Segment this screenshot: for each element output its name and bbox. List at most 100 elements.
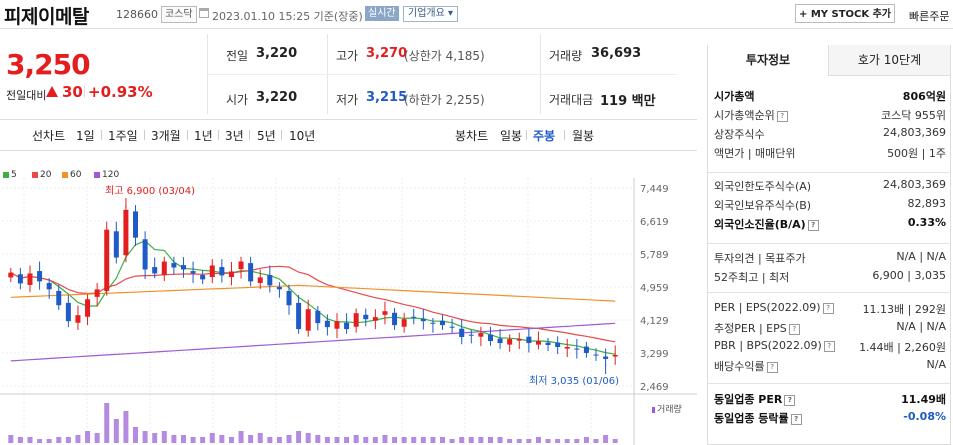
divider <box>207 74 677 75</box>
volume-bar <box>507 439 513 443</box>
legend-ma60: 60 <box>62 170 81 180</box>
tab-3y[interactable]: 3년 <box>225 129 244 143</box>
candle-body <box>593 354 599 356</box>
volume-bar <box>180 435 186 443</box>
prev-close-value: 3,220 <box>256 46 298 61</box>
volume-bar <box>401 437 407 443</box>
help-icon[interactable]: ? <box>790 413 802 425</box>
volume-bar <box>123 411 129 443</box>
tab-10y[interactable]: 10년 <box>289 129 316 143</box>
tab-weekly[interactable]: 주봉 <box>533 129 556 143</box>
volume-bar <box>104 403 110 443</box>
divider <box>84 85 85 98</box>
volume-bar <box>190 437 196 443</box>
invest-row: 동일업종 PER? 11.49배 <box>714 391 946 408</box>
tab-orderbook[interactable]: 호가 10단계 <box>829 45 950 76</box>
invest-row-label: 배당수익률? <box>714 358 778 374</box>
quick-order-link[interactable]: 빠른주문 <box>909 10 950 23</box>
invest-row-label: 시가총액순위? <box>714 107 788 123</box>
volume-bar <box>440 437 446 443</box>
candle-body <box>545 342 551 346</box>
divider <box>708 243 950 244</box>
volume-bar <box>75 435 81 443</box>
divider <box>144 130 145 140</box>
invest-row: 액면가 | 매매단위 500원 | 1주 <box>714 145 946 162</box>
company-info-label: 기업개요 <box>408 8 445 19</box>
tab-monthly[interactable]: 월봉 <box>572 129 595 143</box>
legend-swatch <box>652 406 655 413</box>
volume-bar <box>238 431 244 443</box>
candle-body <box>37 271 43 282</box>
lower-limit: (하한가 2,255) <box>404 93 485 107</box>
invest-row-value: 11.13배 | 292원 <box>862 303 946 316</box>
legend-ma5: 5 <box>3 170 17 180</box>
help-icon[interactable]: ? <box>807 219 819 231</box>
candle-body <box>315 310 321 324</box>
help-icon[interactable]: ? <box>766 361 778 373</box>
volume-bar <box>133 427 139 443</box>
divider <box>708 172 950 173</box>
candle-body <box>507 339 513 345</box>
help-icon[interactable]: ? <box>823 340 835 352</box>
volume-bar <box>478 437 484 443</box>
tab-1w[interactable]: 1주일 <box>108 129 138 143</box>
tab-1d[interactable]: 1일 <box>76 129 95 143</box>
volume-bar <box>56 437 62 443</box>
help-icon[interactable]: ? <box>784 394 796 406</box>
candle-body <box>411 316 417 318</box>
candle-body <box>286 290 292 306</box>
volume-bar <box>382 435 388 443</box>
mystock-add-button[interactable]: + MY STOCK 추가 <box>795 4 895 23</box>
candle-body <box>459 328 465 338</box>
candle-body <box>430 322 436 324</box>
invest-row-value: 11.49배 <box>901 393 946 406</box>
divider <box>187 130 188 140</box>
stock-name: 피제이메탈 <box>4 6 89 28</box>
candle-body <box>123 209 129 256</box>
price-chart[interactable]: 7,449 6,619 5,789 4,959 4,129 3,299 2,469 최고 6… <box>0 178 697 445</box>
candle-body <box>238 261 244 270</box>
quote-datetime: 2023.01.10 15:25 기준(장중) <box>212 10 363 23</box>
y-tick-label: 5,789 <box>640 250 669 261</box>
tab-5y[interactable]: 5년 <box>257 129 276 143</box>
live-badge[interactable]: 실시간 <box>365 6 399 21</box>
ma5-line <box>10 240 616 355</box>
volume-bar <box>248 435 254 443</box>
volume-bar <box>142 431 148 443</box>
candle-body <box>574 348 580 350</box>
candle-body <box>161 261 167 276</box>
divider <box>281 130 282 140</box>
divider <box>249 130 250 140</box>
legend-ma120: 120 <box>94 170 119 180</box>
invest-row: 투자의견 | 목표주가 N/A | N/A <box>714 250 946 267</box>
company-info-button[interactable]: 기업개요 ▾ <box>403 6 459 22</box>
y-tick-label: 4,129 <box>640 316 669 327</box>
candle-body <box>324 320 330 328</box>
volume-bar <box>228 437 234 443</box>
volume-bar <box>612 439 618 443</box>
candle-body <box>344 322 350 330</box>
tab-3m[interactable]: 3개월 <box>151 129 181 143</box>
volume-bar <box>219 435 225 443</box>
y-tick-label: 4,959 <box>640 283 669 294</box>
help-icon[interactable]: ? <box>776 110 788 122</box>
tab-invest-info[interactable]: 투자정보 <box>708 45 829 76</box>
volume-bar <box>27 437 33 443</box>
volume-bar <box>574 439 580 443</box>
volume-bar <box>65 437 71 443</box>
help-icon[interactable]: ? <box>788 323 800 335</box>
divider <box>218 130 219 140</box>
volume-bar <box>200 437 206 443</box>
volume-bar <box>46 439 52 443</box>
volume-bar <box>564 439 570 443</box>
invest-row: PBR | BPS(2022.09)? 1.44배 | 2,260원 <box>714 339 946 356</box>
candle-body <box>603 356 609 359</box>
invest-row-value: 82,893 <box>907 197 947 210</box>
help-icon[interactable]: ? <box>822 302 834 314</box>
tab-daily[interactable]: 일봉 <box>500 129 523 143</box>
invest-row: 52주최고 | 최저 6,900 | 3,035 <box>714 269 946 286</box>
tab-1y[interactable]: 1년 <box>194 129 213 143</box>
volume-bar <box>449 439 455 443</box>
market-badge: 코스닥 <box>161 6 197 23</box>
max-annotation: 최고 6,900 (03/04) <box>105 185 195 197</box>
